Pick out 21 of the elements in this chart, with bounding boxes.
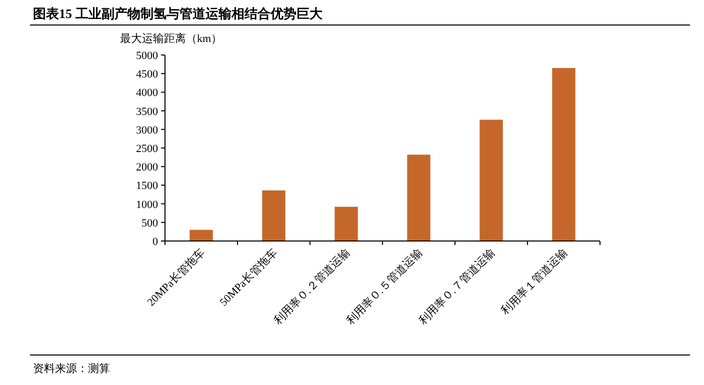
- y-tick-label: 0: [152, 236, 158, 248]
- bar: [334, 206, 358, 241]
- bar: [407, 154, 430, 241]
- bar: [480, 120, 503, 241]
- y-tick-label: 2000: [136, 162, 158, 174]
- text: 资料来源：测算: [33, 362, 110, 375]
- y-tick-label: 500: [142, 217, 158, 230]
- y-tick-label: 4500: [136, 68, 158, 81]
- bar: [190, 230, 213, 241]
- chart-title: 图表15 工业副产物制氢与管道运输相结合优势巨大: [33, 6, 324, 21]
- bar: [262, 190, 286, 241]
- y-tick-label: 5000: [136, 50, 158, 62]
- y-tick-label: 3500: [136, 106, 158, 118]
- y-tick-label: 3000: [136, 124, 158, 136]
- x-tick-label: 利用率１管道运输: [498, 246, 570, 318]
- y-tick-label: 2500: [136, 143, 158, 155]
- y-axis-title: 最大运输距离（km）: [120, 32, 222, 45]
- y-tick-label: 1500: [136, 180, 158, 192]
- bar: [552, 68, 576, 241]
- y-tick-label: 1000: [136, 198, 158, 211]
- y-tick-label: 4000: [136, 87, 158, 100]
